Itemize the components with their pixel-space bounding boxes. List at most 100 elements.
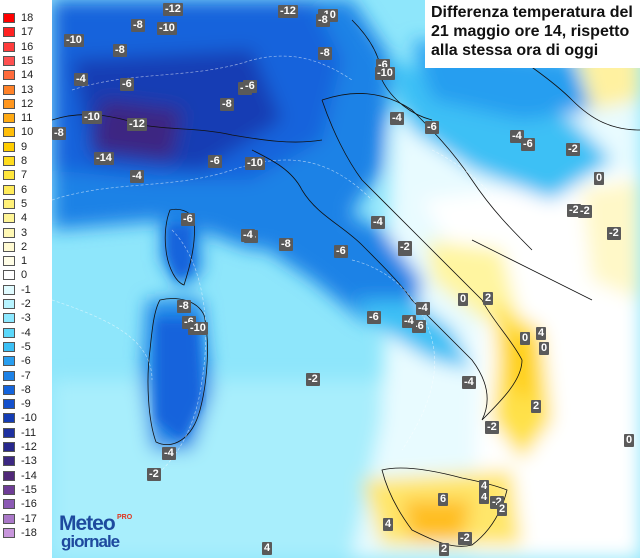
temperature-value-label: -4: [390, 112, 404, 125]
title-box: Differenza temperatura del 21 maggio ore…: [425, 0, 640, 68]
legend-swatch: [3, 256, 15, 267]
temperature-value-label: 4: [479, 491, 490, 504]
temperature-value-label: -6: [120, 78, 134, 91]
legend-swatch: [3, 327, 15, 338]
legend-row: 10: [0, 125, 52, 139]
legend-swatch: [3, 413, 15, 424]
legend-swatch: [3, 470, 15, 481]
legend-label: -18: [21, 526, 37, 539]
temperature-value-label: -6: [208, 155, 222, 168]
temperature-value-label: -6: [425, 121, 439, 134]
legend-swatch: [3, 456, 15, 467]
legend-row: -4: [0, 326, 52, 340]
legend-swatch: [3, 141, 15, 152]
legend-label: -6: [21, 355, 31, 368]
legend-label: 9: [21, 140, 28, 153]
temperature-value-label: -10: [82, 111, 102, 124]
temperature-value-label: 4: [479, 480, 490, 493]
legend-swatch: [3, 442, 15, 452]
legend-label: -8: [21, 383, 31, 396]
legend-label: 6: [21, 183, 28, 196]
legend-swatch: [3, 499, 15, 510]
temperature-value-label: -4: [402, 315, 416, 328]
legend-row: 12: [0, 97, 52, 111]
temperature-value-label: -2: [607, 227, 621, 240]
temperature-value-label: 4: [262, 542, 273, 555]
legend-row: -1: [0, 283, 52, 297]
legend-label: 13: [21, 83, 34, 96]
legend-label: -11: [21, 426, 37, 439]
legend-swatch: [3, 113, 15, 124]
legend-label: -13: [21, 455, 37, 468]
temperature-value-label: -6: [243, 80, 257, 93]
temperature-value-label: 4: [383, 518, 394, 531]
temperature-value-label: -4: [510, 130, 524, 143]
legend-row: -18: [0, 526, 52, 540]
temperature-value-label: -4: [162, 447, 176, 460]
temperature-value-label: -8: [220, 98, 234, 111]
legend-row: 8: [0, 154, 52, 168]
legend-swatch: [3, 41, 15, 52]
legend-label: -16: [21, 498, 37, 511]
legend-label: 2: [21, 240, 28, 253]
legend-swatch: [3, 513, 15, 524]
legend-row: -12: [0, 440, 52, 454]
legend-swatch: [3, 399, 15, 410]
temperature-value-label: 6: [438, 493, 449, 506]
legend-swatch: [3, 384, 15, 395]
legend-label: 0: [21, 269, 28, 282]
legend-row: 2: [0, 240, 52, 254]
legend-row: -14: [0, 469, 52, 483]
legend-swatch: [3, 198, 15, 209]
temperature-value-label: 0: [458, 293, 469, 306]
legend-row: 9: [0, 140, 52, 154]
map-canvas: [52, 0, 640, 558]
legend-label: 15: [21, 54, 34, 67]
temperature-value-label: -4: [241, 229, 255, 242]
legend-row: -17: [0, 512, 52, 526]
legend-label: 4: [21, 212, 28, 225]
legend-swatch: [3, 70, 15, 81]
legend-row: 11: [0, 111, 52, 125]
legend-row: -9: [0, 397, 52, 411]
legend-swatch: [3, 127, 15, 138]
temperature-value-label: -10: [157, 22, 177, 35]
temperature-value-label: -8: [177, 300, 191, 313]
temperature-value-label: -10: [375, 67, 395, 80]
temperature-value-label: -2: [567, 204, 581, 217]
temperature-value-label: -8: [52, 127, 66, 140]
temperature-value-label: 0: [624, 434, 635, 447]
legend-row: -10: [0, 411, 52, 425]
temperature-map: [52, 0, 640, 558]
legend-label: 18: [21, 12, 34, 24]
legend-label: -14: [21, 469, 37, 482]
temperature-value-label: -2: [398, 241, 412, 254]
legend-label: -17: [21, 512, 37, 525]
meteogiornale-logo: Meteo PRO giornale: [55, 510, 143, 554]
temperature-value-label: -8: [113, 44, 127, 57]
legend-swatch: [3, 170, 15, 181]
legend-row: 18: [0, 11, 52, 25]
temperature-value-label: -2: [147, 468, 161, 481]
logo-line-2: giornale: [61, 532, 120, 551]
temperature-value-label: -6: [334, 245, 348, 258]
legend-label: 5: [21, 197, 28, 210]
temperature-value-label: 4: [536, 327, 547, 340]
legend-row: -13: [0, 454, 52, 468]
legend-swatch: [3, 213, 15, 224]
legend-row: 7: [0, 168, 52, 182]
legend-label: 10: [21, 126, 34, 139]
legend-label: -10: [21, 412, 37, 425]
legend-swatch: [3, 241, 15, 252]
legend-row: 17: [0, 25, 52, 39]
temperature-value-label: 0: [539, 342, 550, 355]
temperature-value-label: 0: [520, 332, 531, 345]
temperature-value-label: -10: [188, 322, 208, 335]
temperature-value-label: -2: [566, 143, 580, 156]
legend-label: 1: [21, 255, 28, 268]
temperature-value-label: -12: [163, 3, 183, 16]
legend-row: -16: [0, 497, 52, 511]
legend-swatch: [3, 98, 15, 109]
legend-row: 5: [0, 197, 52, 211]
legend-row: -2: [0, 297, 52, 311]
